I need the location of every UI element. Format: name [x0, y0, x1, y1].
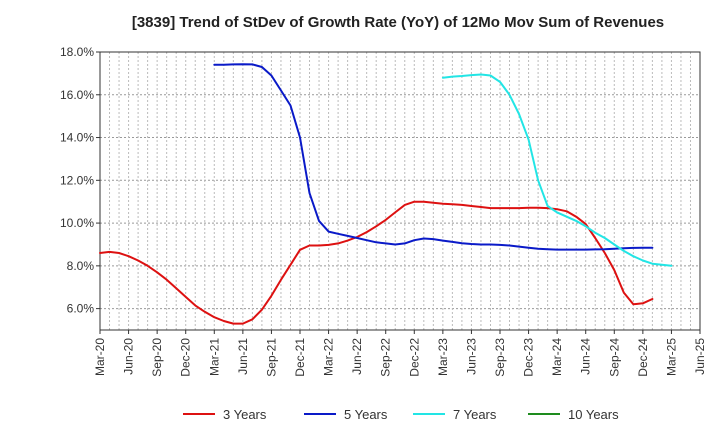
x-tick-label: Mar-20	[93, 338, 107, 376]
series-line-7-years	[441, 73, 673, 267]
x-tick-label: Mar-22	[322, 338, 336, 376]
series-lines	[99, 63, 673, 325]
plot-frame	[99, 51, 701, 331]
x-tick-label: Mar-25	[664, 338, 678, 376]
x-axis-ticks: Mar-20 Jun-20 Sep-20 Dec-20 Mar-21 Jun-21 Sep-…	[93, 330, 707, 377]
x-tick-label: Jun-21	[236, 338, 250, 375]
y-tick-label: 16.0%	[60, 88, 94, 102]
x-tick-label: Dec-21	[293, 338, 307, 377]
legend-label: 7 Years	[453, 407, 497, 422]
y-tick-label: 10.0%	[60, 216, 94, 230]
x-tick-label: Jun-22	[350, 338, 364, 375]
x-tick-label: Jun-23	[464, 338, 478, 375]
x-tick-label: Sep-21	[264, 338, 278, 377]
legend: 3 Years 5 Years 7 Years 10 Years	[183, 407, 619, 422]
series-line-5-years	[213, 63, 654, 251]
legend-label: 10 Years	[568, 407, 619, 422]
x-tick-label: Dec-22	[407, 338, 421, 377]
x-tick-label: Mar-24	[550, 338, 564, 376]
x-tick-label: Jun-24	[579, 338, 593, 375]
x-tick-label: Dec-20	[179, 338, 193, 377]
x-tick-label: Jun-25	[693, 338, 707, 375]
x-tick-label: Dec-24	[636, 338, 650, 377]
y-tick-label: 12.0%	[60, 173, 94, 187]
y-tick-label: 18.0%	[60, 45, 94, 59]
x-tick-label: Jun-20	[122, 338, 136, 375]
series-line-3-years	[99, 200, 654, 325]
chart-title: [3839] Trend of StDev of Growth Rate (Yo…	[132, 14, 664, 31]
x-tick-label: Mar-23	[436, 338, 450, 376]
x-tick-label: Sep-22	[379, 338, 393, 377]
y-tick-label: 14.0%	[60, 131, 94, 145]
plot-area	[100, 52, 700, 330]
y-tick-label: 6.0%	[67, 302, 95, 316]
legend-label: 5 Years	[344, 407, 388, 422]
x-tick-label: Sep-20	[150, 338, 164, 377]
legend-label: 3 Years	[223, 407, 267, 422]
x-tick-label: Mar-21	[207, 338, 221, 376]
x-tick-label: Sep-23	[493, 338, 507, 377]
x-tick-label: Dec-23	[522, 338, 536, 377]
x-tick-label: Sep-24	[607, 338, 621, 377]
y-tick-label: 8.0%	[67, 259, 95, 273]
y-axis-ticks: 6.0% 8.0% 10.0% 12.0% 14.0% 16.0% 18.0%	[60, 45, 100, 316]
